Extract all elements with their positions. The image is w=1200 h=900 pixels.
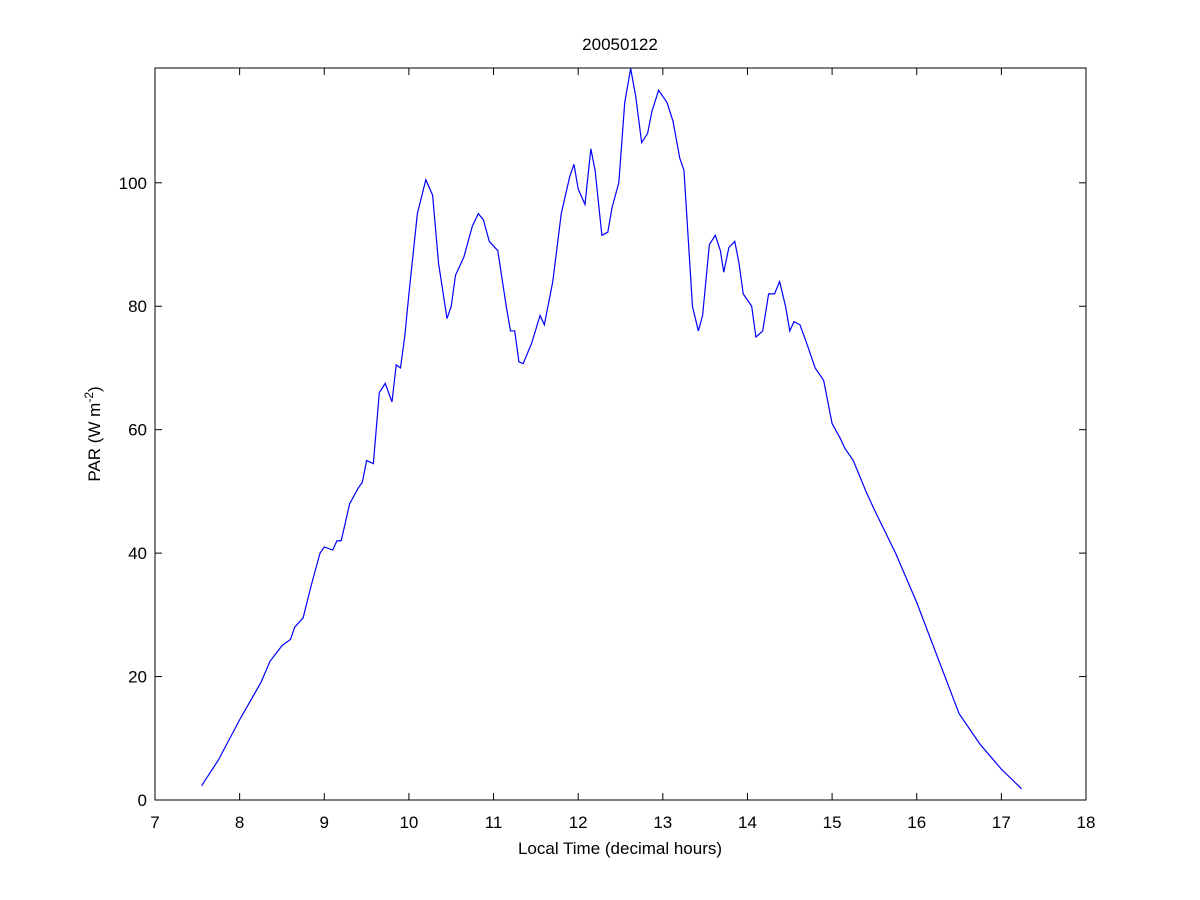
- x-tick-label: 10: [399, 813, 418, 832]
- y-axis-label: PAR (W m-2): [82, 386, 104, 481]
- x-tick-label: 18: [1077, 813, 1096, 832]
- chart-title: 20050122: [582, 35, 658, 54]
- x-tick-label: 17: [992, 813, 1011, 832]
- x-tick-label: 11: [485, 813, 503, 832]
- data-line: [201, 68, 1023, 790]
- y-tick-label: 20: [128, 668, 147, 687]
- y-tick-label: 80: [128, 297, 147, 316]
- x-tick-label: 15: [823, 813, 842, 832]
- x-tick-label: 14: [738, 813, 757, 832]
- x-tick-label: 12: [569, 813, 588, 832]
- y-tick-label: 100: [119, 174, 147, 193]
- y-tick-label: 0: [138, 791, 147, 810]
- x-tick-label: 13: [653, 813, 672, 832]
- y-label-sup: -2: [82, 392, 96, 403]
- x-axis-label: Local Time (decimal hours): [518, 839, 722, 858]
- y-tick-label: 40: [128, 544, 147, 563]
- x-tick-label: 8: [235, 813, 244, 832]
- x-tick-label: 7: [150, 813, 159, 832]
- x-tick-label: 9: [320, 813, 329, 832]
- x-tick-label: 16: [907, 813, 926, 832]
- y-label-text: PAR (W m: [85, 403, 104, 482]
- y-label-suffix: ): [85, 386, 104, 392]
- y-tick-label: 60: [128, 421, 147, 440]
- axes-box: [154, 67, 1087, 801]
